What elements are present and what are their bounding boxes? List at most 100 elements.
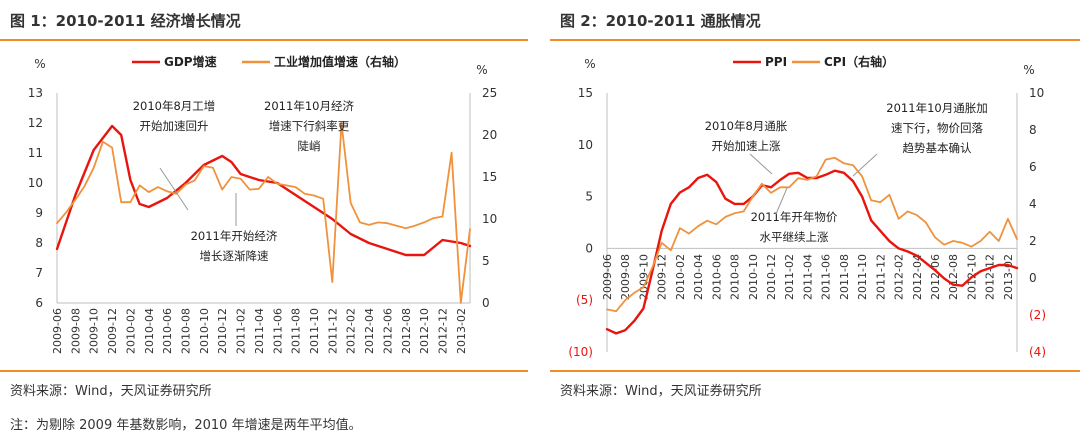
left-tick-label: (5) xyxy=(576,293,593,307)
series-line-2 xyxy=(606,156,1018,313)
x-tick-label: 2013-02 xyxy=(1002,254,1015,300)
left-tick-label: 8 xyxy=(35,236,43,250)
figure-2-top-rule xyxy=(550,39,1080,41)
x-tick-label: 2012-10 xyxy=(418,308,431,354)
figure-2-panel: 图 2：2010-2011 通胀情况 %% (10) (5) 0 5 10 15 (4) (2)… xyxy=(550,0,1080,378)
right-tick-label: 0 xyxy=(482,296,490,310)
annotation-text: 2010年8月通胀 xyxy=(705,119,788,133)
x-tick-label: 2012-12 xyxy=(436,308,449,354)
annotation-leader xyxy=(852,153,878,177)
x-tick-label: 2010-10 xyxy=(198,308,211,354)
left-tick-label: 10 xyxy=(578,138,593,152)
right-tick-label: 8 xyxy=(1029,123,1037,137)
x-tick-label: 2011-06 xyxy=(820,254,833,300)
x-tick-label: 2011-06 xyxy=(271,308,284,354)
figure-1-title: 图 1：2010-2011 经济增长情况 xyxy=(10,12,241,30)
x-tick-label: 2009-12 xyxy=(106,308,119,354)
x-tick-label: 2011-08 xyxy=(838,254,851,300)
annotation-text: 水平继续上涨 xyxy=(760,230,829,244)
left-tick-label: 0 xyxy=(585,241,593,255)
right-tick-label: 4 xyxy=(1029,197,1037,211)
x-tick-label: 2009-08 xyxy=(69,308,82,354)
x-tick-label: 2010-02 xyxy=(674,254,687,300)
annotation-leader xyxy=(775,187,788,215)
right-tick-label: 6 xyxy=(1029,160,1037,174)
x-tick-label: 2010-04 xyxy=(692,254,705,300)
left-tick-label: 15 xyxy=(578,86,593,100)
series-line-1 xyxy=(605,169,1019,335)
x-tick-label: 2009-10 xyxy=(88,308,101,354)
annotation-leader xyxy=(159,167,189,211)
figure-2-source: 资料来源：Wind，天风证券研究所 xyxy=(560,384,762,399)
x-tick-label: 2011-12 xyxy=(326,308,339,354)
annotation-text: 速下行，物价回落 xyxy=(891,121,983,135)
annotation-text: 2010年8月工增 xyxy=(133,99,216,113)
x-tick-label: 2009-08 xyxy=(619,254,632,300)
legend-label: PPI xyxy=(765,55,787,69)
gdp-industry-line-chart: % % 6 7 8 9 10 11 12 13 0 5 10 15 20 25 2009-06 2009-08 20… xyxy=(28,54,498,354)
legend-label: CPI（右轴） xyxy=(824,54,894,69)
figure-2-title: 图 2：2010-2011 通胀情况 xyxy=(560,12,761,30)
x-tick-label: 2012-02 xyxy=(893,254,906,300)
right-tick-label: 2 xyxy=(1029,234,1037,248)
left-tick-label: 7 xyxy=(35,266,43,280)
annotation-text: 2011年开年物价 xyxy=(751,210,838,224)
x-tick-label: 2012-04 xyxy=(363,308,376,354)
right-tick-label: 10 xyxy=(1029,86,1044,100)
left-tick-label: 13 xyxy=(28,86,43,100)
legend-label: 工业增加值增速（右轴） xyxy=(274,54,406,69)
figure-1-top-rule xyxy=(0,39,528,41)
right-axis-unit: % xyxy=(476,63,487,77)
figure-1-panel: 图 1：2010-2011 经济增长情况 %% 6 7 8 9 10 11 12 13 0 5 10 1… xyxy=(0,0,528,378)
footnote: 注：为剔除 2009 年基数影响，2010 年增速是两年平均值。 xyxy=(10,418,362,433)
right-tick-label: 10 xyxy=(482,212,497,226)
figure-2-bottom-rule xyxy=(550,370,1080,372)
x-tick-label: 2010-12 xyxy=(216,308,229,354)
right-axis-unit: % xyxy=(1023,63,1034,77)
annotation-text: 陡峭 xyxy=(298,139,321,153)
annotation-text: 2011年开始经济 xyxy=(191,229,278,243)
series-line-1 xyxy=(55,124,472,257)
x-tick-label: 2009-06 xyxy=(601,254,614,300)
figure-1-bottom-rule xyxy=(0,370,528,372)
x-tick-label: 2010-06 xyxy=(161,308,174,354)
annotation-text: 2011年10月通胀加 xyxy=(886,101,987,115)
x-tick-label: 2011-04 xyxy=(801,254,814,300)
left-axis-unit: % xyxy=(34,57,45,71)
x-tick-label: 2009-12 xyxy=(656,254,669,300)
x-tick-label: 2010-08 xyxy=(729,254,742,300)
left-tick-label: 11 xyxy=(28,146,43,160)
annotation-text: 趋势基本确认 xyxy=(903,141,972,155)
annotation-text: 增速下行斜率更 xyxy=(269,119,350,133)
x-tick-label: 2012-08 xyxy=(947,254,960,300)
right-tick-label: 0 xyxy=(1029,271,1037,285)
x-tick-label: 2009-06 xyxy=(51,308,64,354)
x-tick-label: 2012-06 xyxy=(381,308,394,354)
left-tick-label: 9 xyxy=(35,206,43,220)
right-tick-label: 15 xyxy=(482,170,497,184)
right-tick-label: 20 xyxy=(482,128,497,142)
annotation-text: 开始加速回升 xyxy=(140,119,209,133)
x-tick-label: 2010-02 xyxy=(124,308,137,354)
x-tick-label: 2012-04 xyxy=(911,254,924,300)
left-tick-label: (10) xyxy=(568,345,593,359)
figure-1-source: 资料来源：Wind，天风证券研究所 xyxy=(10,384,212,399)
x-tick-label: 2011-02 xyxy=(235,308,248,354)
x-tick-label: 2010-04 xyxy=(143,308,156,354)
right-tick-label: 25 xyxy=(482,86,497,100)
annotation-text: 开始加速上涨 xyxy=(712,139,781,153)
left-tick-label: 6 xyxy=(35,296,43,310)
right-tick-label: 5 xyxy=(482,254,490,268)
x-tick-label: 2012-12 xyxy=(984,254,997,300)
left-axis-unit: % xyxy=(584,57,595,71)
ppi-cpi-line-chart: % % (10) (5) 0 5 10 15 (4) (2) 0 2 4 6 8 10 2009-06 2009-… xyxy=(568,54,1046,359)
x-tick-label: 2013-02 xyxy=(455,308,468,354)
x-tick-label: 2011-02 xyxy=(783,254,796,300)
x-tick-label: 2012-06 xyxy=(929,254,942,300)
x-tick-label: 2010-12 xyxy=(765,254,778,300)
x-tick-label: 2010-08 xyxy=(179,308,192,354)
x-tick-label: 2011-10 xyxy=(856,254,869,300)
x-tick-label: 2011-12 xyxy=(874,254,887,300)
x-tick-label: 2011-10 xyxy=(308,308,321,354)
annotation-leader xyxy=(749,153,773,175)
